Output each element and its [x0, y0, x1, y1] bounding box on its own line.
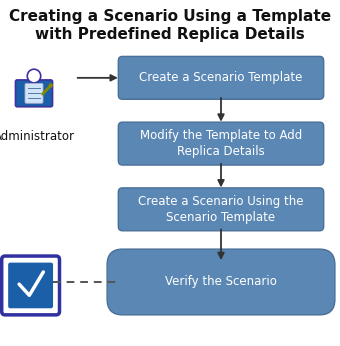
FancyBboxPatch shape [118, 56, 324, 99]
Text: Administrator: Administrator [0, 130, 74, 143]
Text: Modify the Template to Add
Replica Details: Modify the Template to Add Replica Detai… [140, 129, 302, 158]
FancyBboxPatch shape [118, 122, 324, 165]
FancyBboxPatch shape [118, 188, 324, 231]
FancyBboxPatch shape [25, 83, 43, 103]
Circle shape [49, 83, 53, 88]
Text: Create a Scenario Template: Create a Scenario Template [139, 71, 303, 84]
FancyBboxPatch shape [16, 80, 52, 107]
FancyBboxPatch shape [107, 249, 335, 315]
FancyBboxPatch shape [2, 256, 60, 315]
FancyBboxPatch shape [8, 263, 53, 308]
Text: Verify the Scenario: Verify the Scenario [165, 275, 277, 289]
Circle shape [27, 69, 41, 83]
Text: Create a Scenario Using the
Scenario Template: Create a Scenario Using the Scenario Tem… [138, 195, 304, 224]
Text: Creating a Scenario Using a Template
with Predefined Replica Details: Creating a Scenario Using a Template wit… [9, 9, 331, 42]
